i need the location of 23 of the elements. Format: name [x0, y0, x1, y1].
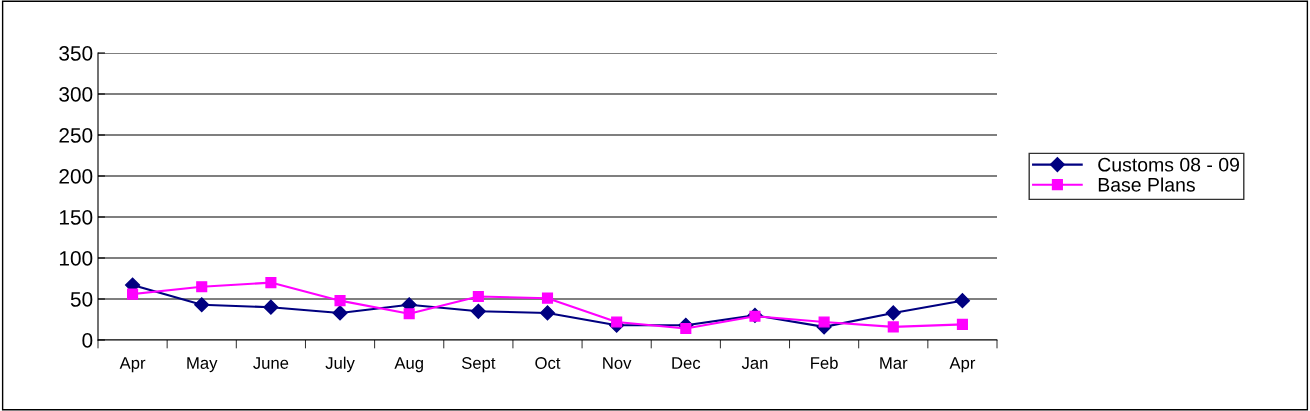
- x-tick-label: Apr: [949, 357, 976, 373]
- y-tick-label: 50: [70, 292, 93, 307]
- x-tick-label: May: [187, 357, 218, 373]
- y-tick-label: 100: [59, 251, 93, 266]
- x-tick-label: Dec: [672, 357, 701, 369]
- y-tick-label: 300: [59, 87, 93, 102]
- x-tick-label: Jan: [741, 357, 768, 369]
- x-tick-label: June: [253, 357, 289, 369]
- x-tick-label: Oct: [535, 357, 561, 369]
- x-tick-label: Apr: [119, 357, 146, 373]
- x-tick-label: Sept: [461, 357, 496, 373]
- legend-label: Customs 08 - 09: [1098, 157, 1239, 172]
- x-tick-label: Feb: [811, 356, 838, 369]
- y-tick-label: 250: [59, 128, 93, 143]
- y-tick-label: 200: [59, 169, 93, 184]
- x-tick-label: Aug: [394, 357, 423, 373]
- x-tick-label: Mar: [880, 357, 908, 369]
- x-tick-label: July: [325, 356, 355, 373]
- y-tick-label: 350: [59, 46, 93, 61]
- y-tick-label: 150: [59, 210, 93, 225]
- y-tick-label: 0: [82, 333, 93, 348]
- legend-label: Base Plans: [1098, 177, 1195, 192]
- x-tick-label: Nov: [603, 357, 632, 369]
